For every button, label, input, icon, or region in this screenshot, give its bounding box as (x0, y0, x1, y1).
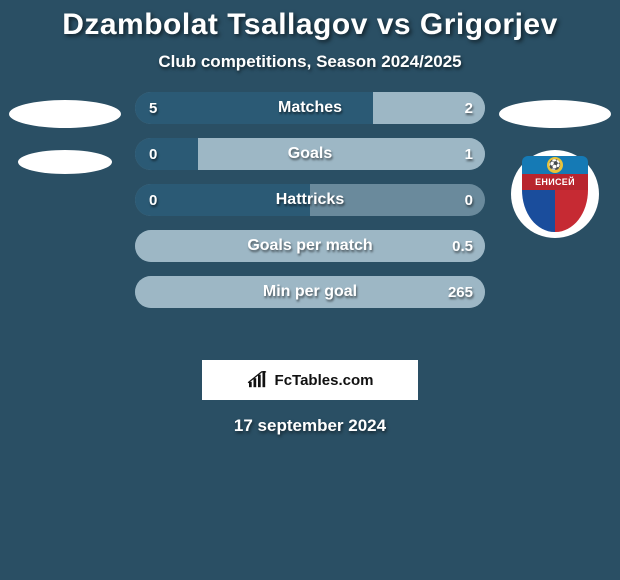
crest-club-name: ЕНИСЕЙ (522, 174, 588, 190)
stat-right-value: 265 (448, 284, 473, 301)
stat-right-fill (135, 230, 485, 262)
stat-row-min-per-goal: Min per goal 265 (135, 276, 485, 308)
stat-right-value: 1 (465, 146, 473, 163)
stat-right-fill (198, 138, 485, 170)
stat-right-value: 0.5 (452, 238, 473, 255)
stat-row-hattricks: 0 Hattricks 0 (135, 184, 485, 216)
stat-right-fill (135, 276, 485, 308)
crest-ball-icon: ⚽ (547, 157, 563, 173)
club-crest-icon: ⚽ ЕНИСЕЙ (522, 156, 588, 232)
stat-bars: 5 Matches 2 0 Goals 1 0 Hattricks 0 (135, 92, 485, 308)
bar-chart-icon (247, 371, 269, 389)
page-title: Dzambolat Tsallagov vs Grigorjev (0, 8, 620, 42)
brand-text: FcTables.com (275, 372, 374, 389)
stat-left-fill (135, 92, 373, 124)
brand-box: FcTables.com (202, 360, 418, 400)
subtitle: Club competitions, Season 2024/2025 (0, 52, 620, 72)
crest-body (522, 190, 588, 232)
stat-left-fill (135, 138, 198, 170)
comparison-columns: ⚽ ЕНИСЕЙ 5 Matches 2 0 Goals 1 (0, 100, 620, 340)
player-left-photo-placeholder (9, 100, 121, 128)
stat-left-fill (135, 184, 310, 216)
player-right-column: ⚽ ЕНИСЕЙ (490, 100, 620, 238)
stat-left-value: 0 (149, 146, 157, 163)
stat-row-goals-per-match: Goals per match 0.5 (135, 230, 485, 262)
stat-row-matches: 5 Matches 2 (135, 92, 485, 124)
stat-row-goals: 0 Goals 1 (135, 138, 485, 170)
stat-left-value: 5 (149, 100, 157, 117)
stat-left-value: 0 (149, 192, 157, 209)
player-left-column (0, 100, 130, 174)
stat-right-value: 0 (465, 192, 473, 209)
stat-right-value: 2 (465, 100, 473, 117)
comparison-infographic: Dzambolat Tsallagov vs Grigorjev Club co… (0, 0, 620, 580)
player-left-club-placeholder (18, 150, 112, 174)
date-line: 17 september 2024 (0, 416, 620, 436)
player-right-club-badge: ⚽ ЕНИСЕЙ (511, 150, 599, 238)
player-right-photo-placeholder (499, 100, 611, 128)
